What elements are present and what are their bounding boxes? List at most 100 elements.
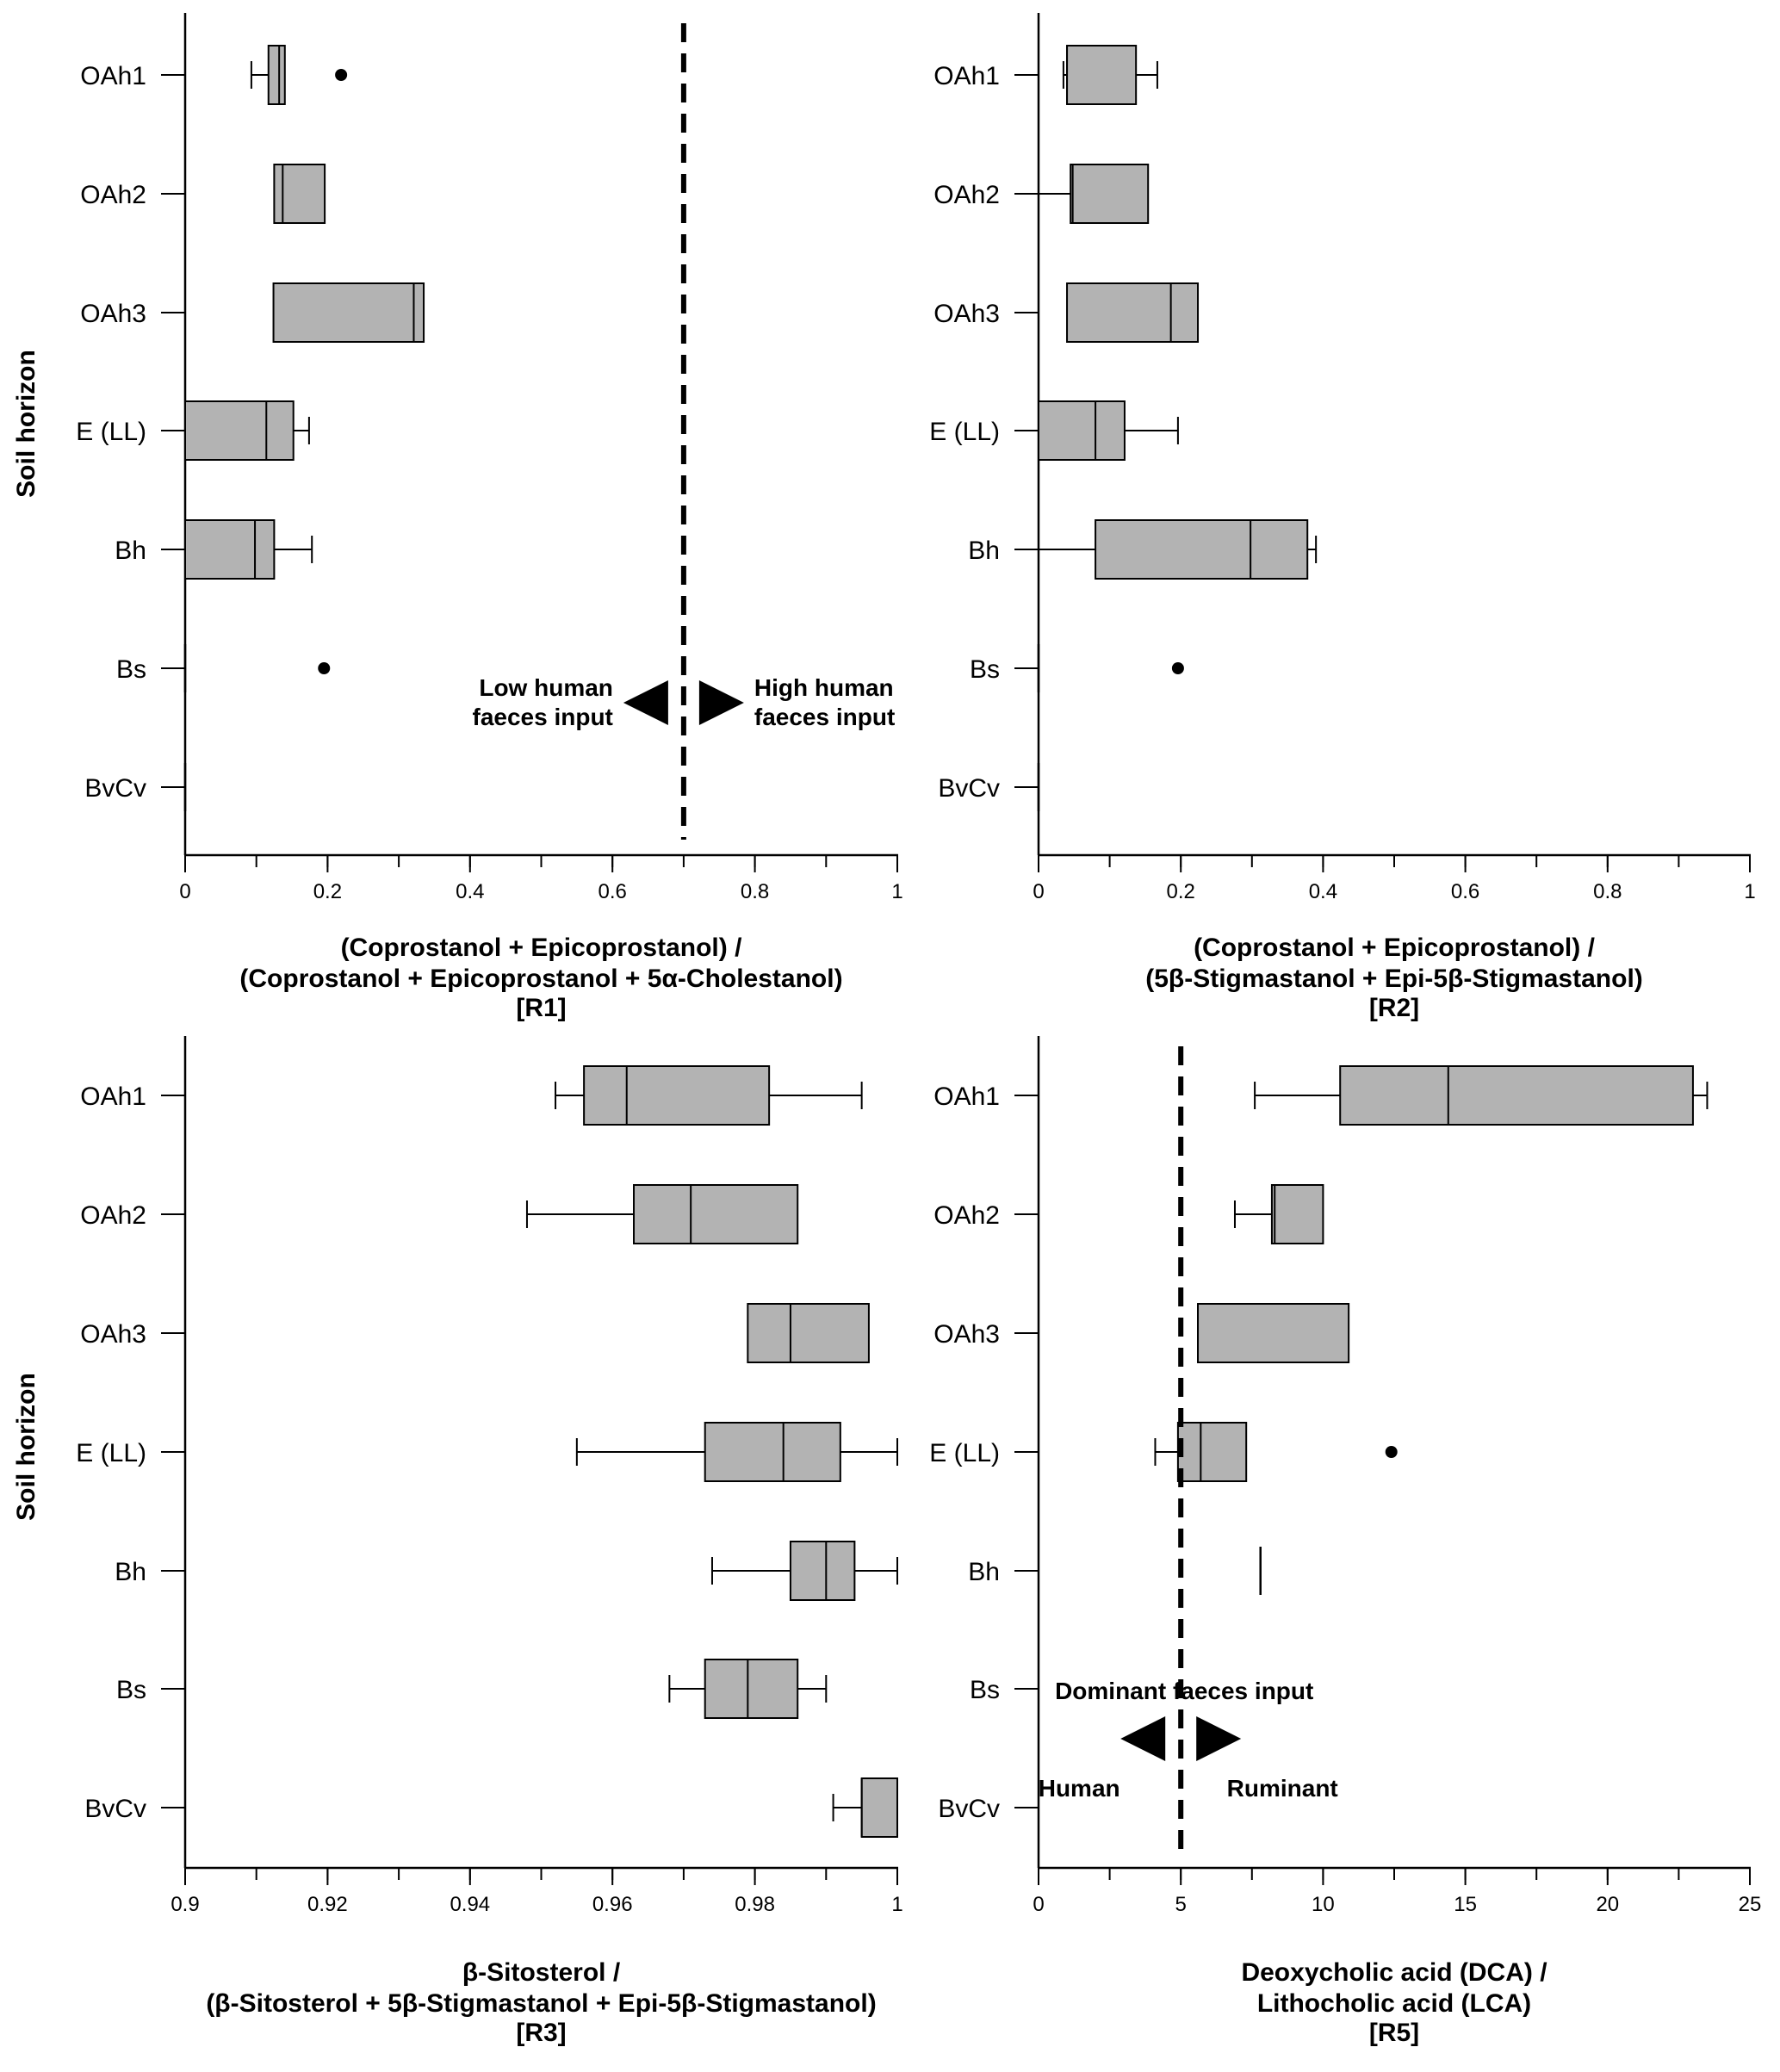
panel-r2: 0 0.2 0.4 0.6 0.8 1 OAh1 OAh2 OAh3 E (LL) Bh Bs BvCv… — [929, 13, 1756, 1022]
x-tick-label: 1 — [891, 1893, 902, 1916]
x-tick-label: 0.98 — [735, 1893, 775, 1916]
annotation-left-line: Low human — [479, 674, 613, 701]
y-tick-label: OAh1 — [933, 1083, 1000, 1111]
annotation-top-text: Dominant faeces input — [1055, 1678, 1313, 1704]
annotation-right-text: Ruminant — [1227, 1775, 1338, 1802]
box-iqr — [184, 400, 295, 461]
x-tick-label: 5 — [1175, 1893, 1187, 1916]
y-tick-label: E (LL) — [929, 1439, 1000, 1467]
y-tick-label: Bh — [115, 537, 146, 565]
y-tick-label: Bs — [116, 1676, 146, 1704]
y-tick-label: Bh — [115, 1558, 146, 1586]
box-bvcv — [832, 1777, 899, 1838]
x-tick-label: 0.4 — [456, 880, 484, 903]
x-tick-label: 0.4 — [1309, 880, 1337, 903]
x-tick-label: 0 — [179, 880, 190, 903]
x-axis-label-line: [R1] — [516, 994, 566, 1022]
x-tick-label: 15 — [1454, 1893, 1477, 1916]
x-tick-label: 0.9 — [171, 1893, 199, 1916]
y-tick-label: OAh3 — [80, 1320, 146, 1349]
x-tick-label: 0.94 — [450, 1893, 490, 1916]
x-tick-label: 0.92 — [307, 1893, 348, 1916]
box-oah3 — [272, 282, 425, 343]
y-tick-label: OAh2 — [80, 1201, 146, 1230]
y-tick-label: BvCv — [938, 1795, 1000, 1823]
box-oah2 — [273, 164, 326, 224]
y-tick-label: OAh1 — [80, 62, 146, 90]
box-oah2 — [1233, 1184, 1324, 1244]
box-iqr — [633, 1184, 799, 1244]
x-axis-label-line: (5β-Stigmastanol + Epi-5β-Stigmastanol) — [1145, 965, 1643, 993]
y-tick-label: OAh3 — [933, 300, 1000, 328]
outlier-point — [1385, 1446, 1398, 1458]
box-e-ll- — [184, 400, 310, 461]
y-tick-label: E (LL) — [929, 418, 1000, 446]
y-tick-label: OAh3 — [933, 1320, 1000, 1349]
x-axis-label-line: [R2] — [1369, 994, 1419, 1022]
box-e-ll- — [575, 1422, 898, 1482]
panel-r1: 0 0.2 0.4 0.6 0.8 1 OAh1 OAh2 OAh3 E (LL) Bh Bs BvCv… — [76, 13, 903, 1022]
y-tick-label: BvCv — [84, 1795, 146, 1823]
box-oah1 — [1062, 45, 1158, 105]
x-tick-label: 0 — [1033, 1893, 1044, 1916]
y-axis-label-bottom: Soil horizon — [12, 1373, 40, 1521]
right-arrow — [1196, 1716, 1242, 1761]
box-bh — [184, 519, 313, 580]
x-tick-label: 25 — [1739, 1893, 1762, 1916]
outlier-point — [1171, 662, 1184, 674]
left-arrow — [623, 680, 668, 725]
y-tick-label: BvCv — [938, 774, 1000, 803]
box-bh — [1038, 519, 1318, 580]
x-axis-label-line: Lithocholic acid (LCA) — [1257, 1989, 1531, 2018]
annotation-left-text: Human — [1039, 1775, 1120, 1802]
x-tick-label: 0.6 — [599, 880, 627, 903]
x-tick-label: 0.6 — [1451, 880, 1479, 903]
box-iqr — [583, 1065, 771, 1126]
box-iqr — [789, 1541, 856, 1601]
y-tick-label: OAh1 — [80, 1083, 146, 1111]
box-iqr — [747, 1303, 870, 1363]
x-tick-label: 10 — [1312, 1893, 1335, 1916]
box-iqr — [704, 1659, 799, 1719]
y-tick-label: Bh — [968, 1558, 1000, 1586]
box-iqr — [1066, 282, 1200, 343]
box-iqr — [1066, 45, 1138, 105]
left-arrow — [1120, 1716, 1166, 1761]
x-tick-label: 0.8 — [1593, 880, 1622, 903]
y-tick-label: E (LL) — [76, 1439, 146, 1467]
annotation-right-line: faeces input — [754, 704, 895, 730]
box-iqr — [1197, 1303, 1350, 1363]
x-tick-label: 0.2 — [1167, 880, 1195, 903]
y-tick-label: OAh1 — [933, 62, 1000, 90]
panel-r3: 0.9 0.92 0.94 0.96 0.98 1 OAh1 OAh2 OAh3 E (LL) Bh… — [76, 1036, 903, 2047]
x-tick-label: 0 — [1033, 880, 1044, 903]
box-oah3 — [747, 1303, 870, 1363]
y-tick-label: OAh2 — [933, 181, 1000, 209]
box-iqr — [184, 519, 276, 580]
box-iqr — [267, 45, 286, 105]
box-oah3 — [1197, 1303, 1350, 1363]
box-iqr — [273, 164, 326, 224]
box-bs — [668, 1659, 828, 1719]
box-e-ll- — [1154, 1422, 1398, 1482]
x-tick-label: 0.8 — [741, 880, 769, 903]
x-axis-label-line: Deoxycholic acid (DCA) / — [1241, 1958, 1547, 1987]
y-tick-label: E (LL) — [76, 418, 146, 446]
box-iqr — [1339, 1065, 1694, 1126]
box-oah1 — [250, 45, 348, 105]
x-axis-label-line: (Coprostanol + Epicoprostanol + 5α-Chole… — [239, 965, 842, 993]
right-arrow — [698, 680, 744, 725]
box-oah1 — [1254, 1065, 1709, 1126]
annotation-right-line: High human — [754, 674, 894, 701]
y-tick-label: BvCv — [84, 774, 146, 803]
x-tick-label: 20 — [1596, 1893, 1619, 1916]
y-tick-label: OAh2 — [80, 181, 146, 209]
box-bh — [710, 1541, 898, 1601]
box-oah1 — [555, 1065, 863, 1126]
x-tick-label: 1 — [1744, 880, 1755, 903]
x-axis-label-line: (Coprostanol + Epicoprostanol) / — [341, 934, 743, 962]
box-iqr — [272, 282, 425, 343]
annotation-left-line: faeces input — [473, 704, 613, 730]
x-axis-label-line: β-Sitosterol / — [462, 1958, 621, 1987]
x-tick-label: 1 — [891, 880, 902, 903]
